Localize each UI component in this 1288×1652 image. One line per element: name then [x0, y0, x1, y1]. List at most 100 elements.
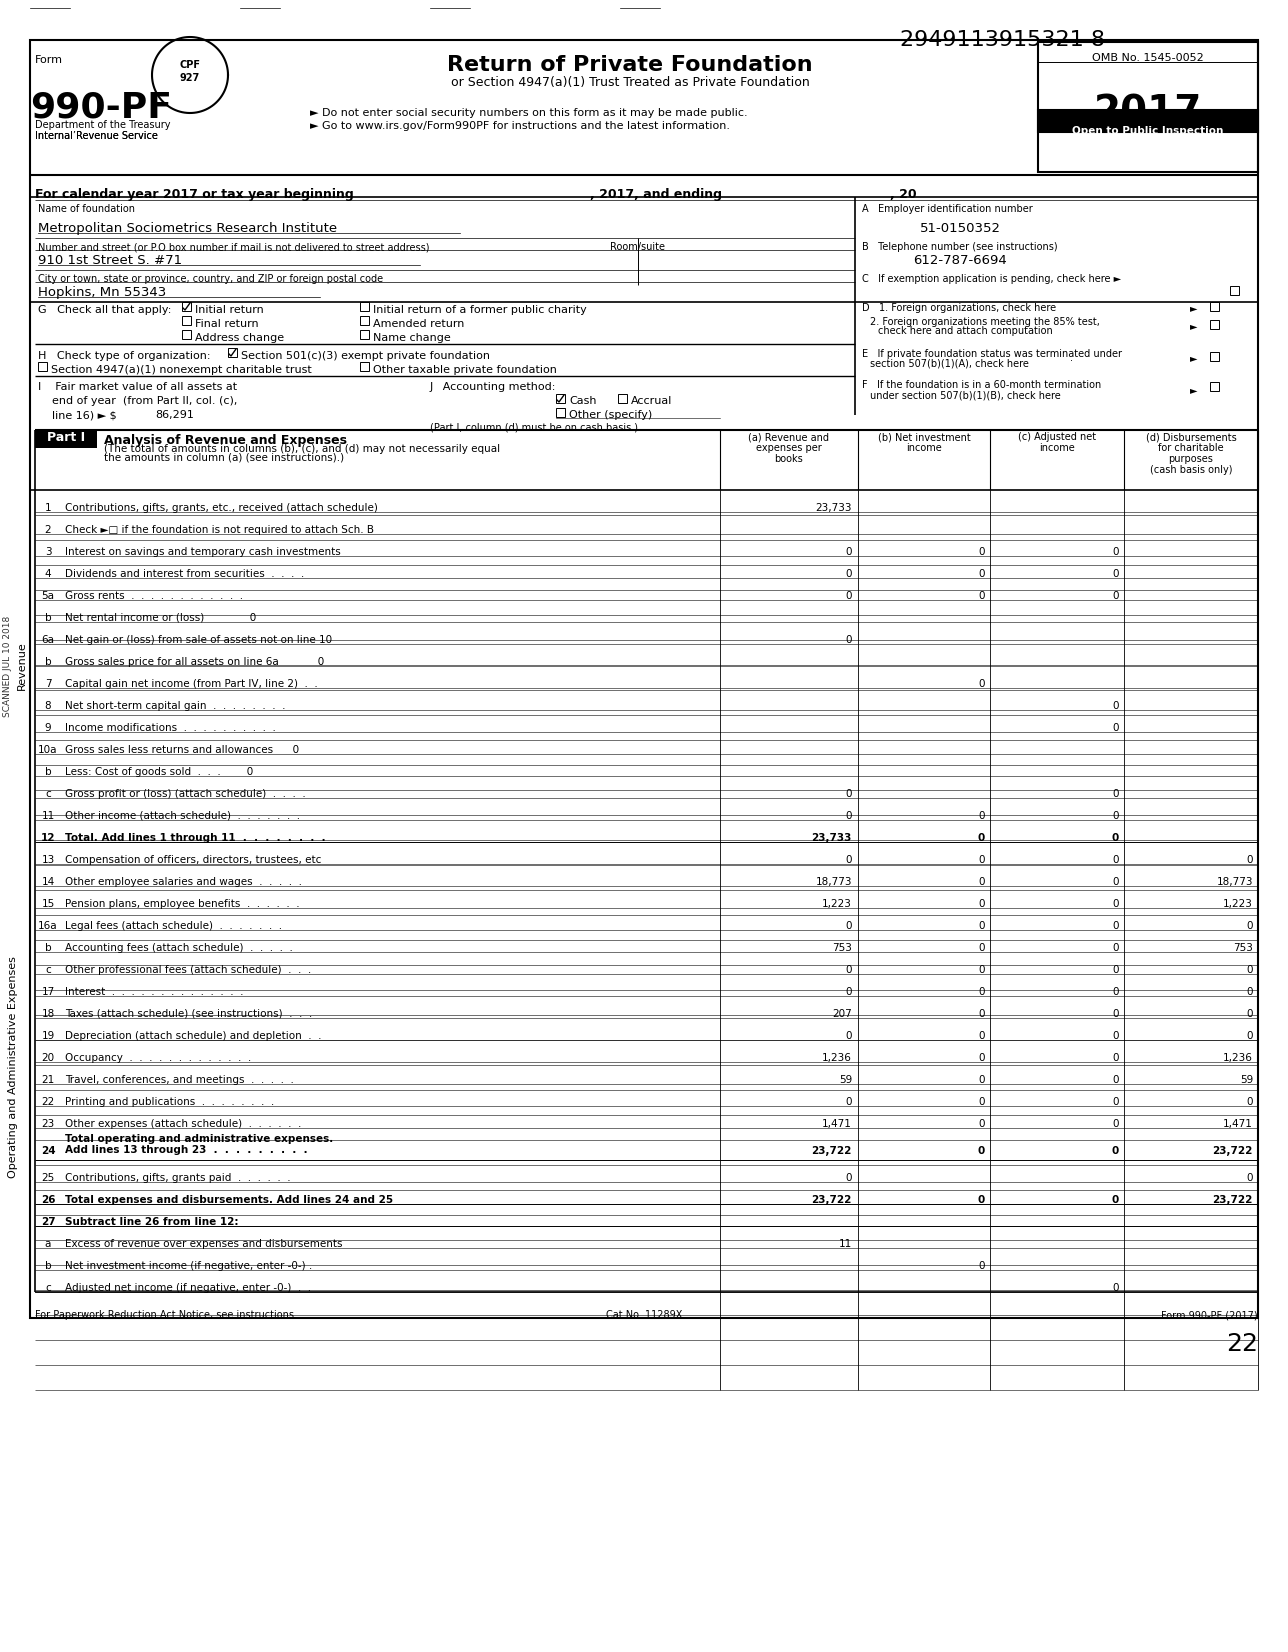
Bar: [30, 40, 1258, 1318]
Text: Occupancy  .  .  .  .  .  .  .  .  .  .  .  .  .: Occupancy . . . . . . . . . . . . .: [64, 1052, 251, 1062]
Text: 0: 0: [979, 1009, 985, 1019]
Text: (b) Net investment: (b) Net investment: [877, 433, 970, 443]
Text: 0: 0: [1113, 1118, 1119, 1128]
Text: Form 990-PF (2017): Form 990-PF (2017): [1162, 1310, 1258, 1320]
Text: Compensation of officers, directors, trustees, etc: Compensation of officers, directors, tru…: [64, 856, 322, 866]
Text: 0: 0: [979, 986, 985, 998]
Text: 23,733: 23,733: [815, 502, 851, 514]
Text: 0: 0: [845, 922, 851, 932]
Text: 0: 0: [1113, 568, 1119, 578]
Bar: [361, 302, 368, 311]
Text: Depreciation (attach schedule) and depletion  .  .: Depreciation (attach schedule) and deple…: [64, 1031, 322, 1041]
Text: c: c: [45, 790, 50, 800]
Text: Metropolitan Sociometrics Research Institute: Metropolitan Sociometrics Research Insti…: [39, 221, 337, 235]
Text: 25: 25: [41, 1173, 54, 1183]
Text: 0: 0: [979, 591, 985, 601]
Text: 0: 0: [1112, 833, 1119, 843]
Text: A   Employer identification number: A Employer identification number: [862, 203, 1033, 215]
Text: 59: 59: [838, 1075, 851, 1085]
Text: 23: 23: [41, 1118, 54, 1128]
Text: Gross sales price for all assets on line 6a            0: Gross sales price for all assets on line…: [64, 657, 325, 667]
Text: F   If the foundation is in a 60-month termination: F If the foundation is in a 60-month ter…: [862, 380, 1101, 390]
Text: 1,223: 1,223: [822, 899, 851, 909]
Text: 16a: 16a: [39, 922, 58, 932]
Text: For calendar year 2017 or tax year beginning: For calendar year 2017 or tax year begin…: [35, 188, 354, 202]
Bar: [1038, 111, 1258, 132]
Text: for charitable: for charitable: [1158, 443, 1224, 453]
Text: Gross profit or (loss) (attach schedule)  .  .  .  .: Gross profit or (loss) (attach schedule)…: [64, 790, 305, 800]
Text: 0: 0: [979, 856, 985, 866]
Text: SCANNED JUL 10 2018: SCANNED JUL 10 2018: [4, 616, 13, 717]
Text: Total expenses and disbursements. Add lines 24 and 25: Total expenses and disbursements. Add li…: [64, 1194, 393, 1204]
Text: 0: 0: [1247, 856, 1253, 866]
Text: 23,722: 23,722: [811, 1146, 851, 1156]
Text: 0: 0: [845, 986, 851, 998]
Text: 0: 0: [1247, 1173, 1253, 1183]
Text: 0: 0: [845, 965, 851, 975]
Bar: [361, 316, 368, 325]
Text: 0: 0: [1247, 922, 1253, 932]
Bar: [1209, 302, 1218, 311]
Text: 0: 0: [978, 833, 985, 843]
Text: a: a: [45, 1239, 52, 1249]
Text: (Part I, column (d) must be on cash basis.): (Part I, column (d) must be on cash basi…: [430, 421, 638, 433]
Text: 10a: 10a: [39, 745, 58, 755]
Text: 0: 0: [979, 1052, 985, 1062]
Text: 0: 0: [1247, 1097, 1253, 1107]
Text: 0: 0: [1247, 1009, 1253, 1019]
Text: the amounts in column (a) (see instructions).): the amounts in column (a) (see instructi…: [104, 453, 344, 463]
Text: 0: 0: [1113, 856, 1119, 866]
Text: 0: 0: [1112, 1194, 1119, 1204]
Text: 13: 13: [41, 856, 54, 866]
Text: 207: 207: [832, 1009, 851, 1019]
Text: 0: 0: [1113, 790, 1119, 800]
Text: 2: 2: [45, 525, 52, 535]
Text: Analysis of Revenue and Expenses: Analysis of Revenue and Expenses: [104, 434, 346, 448]
Text: 1,471: 1,471: [822, 1118, 851, 1128]
Text: b: b: [45, 657, 52, 667]
Text: b: b: [45, 767, 52, 776]
Text: 0: 0: [1113, 1052, 1119, 1062]
Text: 0: 0: [1113, 899, 1119, 909]
Text: 0: 0: [979, 1031, 985, 1041]
Text: OMB No. 1545-0052: OMB No. 1545-0052: [1092, 53, 1204, 63]
Bar: [1209, 352, 1218, 362]
Text: H   Check type of organization:: H Check type of organization:: [39, 350, 210, 362]
Text: 6a: 6a: [41, 634, 54, 644]
Text: , 2017, and ending: , 2017, and ending: [590, 188, 723, 202]
Text: CPF: CPF: [179, 59, 201, 69]
Text: ►: ►: [1190, 302, 1198, 312]
Bar: [1038, 111, 1258, 132]
Text: City or town, state or province, country, and ZIP or foreign postal code: City or town, state or province, country…: [39, 274, 383, 284]
Text: Net short-term capital gain  .  .  .  .  .  .  .  .: Net short-term capital gain . . . . . . …: [64, 700, 286, 710]
Text: 0: 0: [979, 943, 985, 953]
Text: Revenue: Revenue: [17, 641, 27, 691]
Text: 0: 0: [1113, 724, 1119, 733]
Text: Income modifications  .  .  .  .  .  .  .  .  .  .: Income modifications . . . . . . . . . .: [64, 724, 276, 733]
Text: D   1. Foreign organizations, check here: D 1. Foreign organizations, check here: [862, 302, 1056, 312]
Text: 9: 9: [45, 724, 52, 733]
Text: Other professional fees (attach schedule)  .  .  .: Other professional fees (attach schedule…: [64, 965, 312, 975]
Bar: [182, 302, 191, 311]
Text: Other (specify): Other (specify): [569, 410, 652, 420]
Text: 0: 0: [1113, 700, 1119, 710]
Text: Interest  .  .  .  .  .  .  .  .  .  .  .  .  .  .: Interest . . . . . . . . . . . . . .: [64, 986, 243, 998]
Text: 18,773: 18,773: [1216, 877, 1253, 887]
Text: E   If private foundation status was terminated under: E If private foundation status was termi…: [862, 349, 1122, 358]
Text: C   If exemption application is pending, check here ►: C If exemption application is pending, c…: [862, 274, 1121, 284]
Text: 0: 0: [845, 591, 851, 601]
Text: J   Accounting method:: J Accounting method:: [430, 382, 556, 392]
Text: 0: 0: [845, 790, 851, 800]
Text: (c) Adjusted net: (c) Adjusted net: [1018, 433, 1096, 443]
Text: 24: 24: [41, 1146, 55, 1156]
Text: 2. Foreign organizations meeting the 85% test,: 2. Foreign organizations meeting the 85%…: [869, 317, 1100, 327]
Text: 0: 0: [845, 1173, 851, 1183]
Text: 0: 0: [1113, 877, 1119, 887]
Text: Dividends and interest from securities  .  .  .  .: Dividends and interest from securities .…: [64, 568, 304, 578]
Text: or Section 4947(a)(1) Trust Treated as Private Foundation: or Section 4947(a)(1) Trust Treated as P…: [451, 76, 809, 89]
Text: Total operating and administrative expenses.: Total operating and administrative expen…: [64, 1133, 334, 1143]
Text: 1,236: 1,236: [1224, 1052, 1253, 1062]
Text: 22: 22: [41, 1097, 54, 1107]
Text: (cash basis only): (cash basis only): [1150, 464, 1233, 476]
Text: 23,722: 23,722: [811, 1194, 851, 1204]
